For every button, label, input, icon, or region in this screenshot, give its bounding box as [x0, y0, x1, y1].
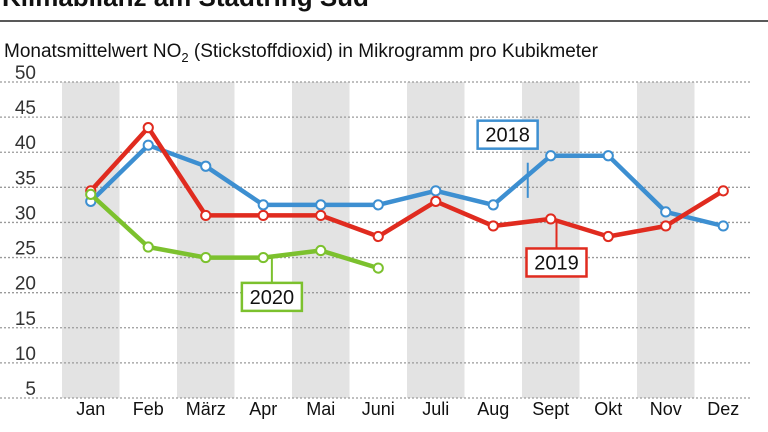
series-label-box-2019: [525, 247, 588, 278]
data-point-2018-märz: [200, 160, 212, 172]
y-tick-label-30: 30: [15, 203, 36, 224]
data-point-2018-feb: [142, 139, 154, 151]
series-labels-layer: 2018 2019 2020: [240, 119, 588, 313]
axis-layer: 5 10 15 20 25 30 35 40 45 50 Jan Feb März Apr Mai Juni J…: [0, 63, 752, 419]
series-label-box-2020: [240, 281, 304, 313]
subtitle-part-after: (Stickstoffdioxid) in Mikrogramm pro Kub…: [189, 41, 599, 62]
series-label-2018: 2018: [485, 125, 530, 147]
data-point-2019-feb: [142, 122, 154, 134]
x-tick-label-apr: Apr: [249, 399, 277, 419]
subtitle-part-before: Monatsmittelwert NO: [4, 41, 181, 62]
month-band-mai: [292, 82, 350, 398]
data-point-2020-apr: [257, 251, 269, 264]
background-layer: [62, 82, 695, 398]
series-label-box-2018: [476, 119, 539, 150]
data-point-2019-nov: [660, 220, 672, 232]
data-point-2019-sept: [545, 213, 557, 225]
data-point-2018-aug: [487, 199, 499, 211]
data-point-2018-juni: [372, 199, 384, 211]
chart-title: Klimabilanz am Stadtring Süd: [2, 0, 369, 12]
data-point-2018-mai: [315, 199, 327, 211]
x-tick-label-jan: Jan: [76, 399, 105, 419]
y-tick-label-20: 20: [15, 274, 36, 295]
y-tick-label-15: 15: [15, 309, 36, 330]
series-label-2019: 2019: [534, 252, 579, 274]
x-tick-label-dez: Dez: [707, 399, 739, 419]
y-tick-label-50: 50: [15, 63, 36, 84]
x-tick-label-mai: Mai: [306, 399, 335, 419]
x-tick-label-feb: Feb: [133, 399, 164, 419]
data-point-2019-juni: [372, 230, 384, 243]
x-tick-label-okt: Okt: [594, 399, 622, 419]
x-tick-label-juni: Juni: [362, 399, 395, 419]
x-tick-label-nov: Nov: [650, 399, 682, 419]
data-point-2020-mai: [315, 244, 327, 257]
y-tick-label-5: 5: [25, 379, 36, 400]
series-line-2018: [88, 142, 726, 229]
data-point-2018-apr: [257, 199, 269, 211]
data-point-2019-märz: [200, 209, 212, 222]
data-point-2019-okt: [602, 230, 614, 243]
x-tick-label-märz: März: [186, 399, 226, 419]
x-tick-label-sept: Sept: [532, 399, 569, 419]
data-point-2019-juli: [430, 195, 442, 207]
subtitle-subscript: 2: [181, 50, 188, 65]
month-band-juli: [407, 82, 465, 398]
series-layer: [85, 122, 729, 274]
y-tick-label-45: 45: [15, 98, 36, 119]
data-point-2019-dez: [717, 185, 729, 197]
y-tick-label-25: 25: [15, 239, 36, 260]
data-point-2020-jan: [85, 188, 97, 200]
x-tick-label-aug: Aug: [477, 399, 509, 419]
y-tick-label-40: 40: [15, 133, 36, 154]
data-point-2019-aug: [487, 220, 499, 232]
chart-subtitle: Monatsmittelwert NO2 (Stickstoffdioxid) …: [4, 41, 599, 65]
data-point-2019-mai: [315, 209, 327, 222]
data-point-2018-juli: [430, 185, 442, 197]
series-line-2020: [88, 192, 381, 271]
y-tick-label-10: 10: [15, 344, 36, 365]
data-point-2020-juni: [372, 262, 384, 274]
data-point-2019-apr: [257, 209, 269, 222]
data-point-2020-märz: [200, 251, 212, 264]
y-tick-label-35: 35: [15, 168, 36, 189]
month-band-nov: [637, 82, 695, 398]
data-point-2018-nov: [660, 206, 672, 218]
x-tick-label-juli: Juli: [422, 399, 449, 419]
month-band-märz: [177, 82, 235, 398]
data-point-2018-dez: [717, 220, 729, 232]
data-point-2020-feb: [142, 241, 154, 253]
series-line-2019: [88, 125, 726, 239]
month-band-jan: [62, 82, 120, 398]
series-label-2020: 2020: [250, 287, 295, 309]
data-point-2018-okt: [602, 150, 614, 162]
data-point-2018-sept: [545, 150, 557, 162]
